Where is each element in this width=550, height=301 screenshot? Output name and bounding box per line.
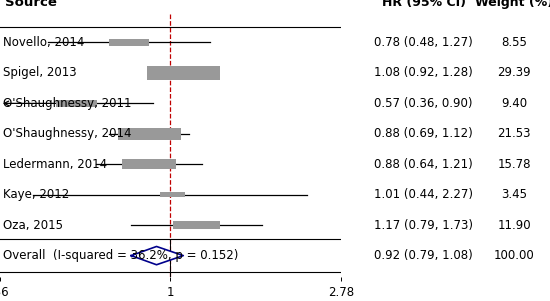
Polygon shape bbox=[131, 247, 183, 265]
Text: 100.00: 100.00 bbox=[494, 249, 535, 262]
Text: 1.17 (0.79, 1.73): 1.17 (0.79, 1.73) bbox=[374, 219, 473, 232]
FancyBboxPatch shape bbox=[122, 159, 176, 169]
Text: O'Shaughnessy, 2011: O'Shaughnessy, 2011 bbox=[3, 97, 131, 110]
FancyBboxPatch shape bbox=[146, 66, 220, 80]
Text: 0.88 (0.64, 1.21): 0.88 (0.64, 1.21) bbox=[374, 158, 473, 171]
Text: 0.92 (0.79, 1.08): 0.92 (0.79, 1.08) bbox=[374, 249, 473, 262]
FancyBboxPatch shape bbox=[109, 39, 149, 46]
Text: Novello, 2014: Novello, 2014 bbox=[3, 36, 84, 49]
Text: Source: Source bbox=[6, 0, 57, 9]
Text: 3.45: 3.45 bbox=[501, 188, 527, 201]
Text: 1.01 (0.44, 2.27): 1.01 (0.44, 2.27) bbox=[374, 188, 473, 201]
Text: 0.78 (0.48, 1.27): 0.78 (0.48, 1.27) bbox=[374, 36, 473, 49]
Text: Weight (%): Weight (%) bbox=[475, 0, 550, 9]
Text: 15.78: 15.78 bbox=[498, 158, 531, 171]
FancyBboxPatch shape bbox=[118, 128, 180, 140]
FancyBboxPatch shape bbox=[56, 100, 97, 107]
Text: 29.39: 29.39 bbox=[497, 67, 531, 79]
Text: Spigel, 2013: Spigel, 2013 bbox=[3, 67, 76, 79]
Text: Ledermann, 2014: Ledermann, 2014 bbox=[3, 158, 107, 171]
Text: 11.90: 11.90 bbox=[497, 219, 531, 232]
Text: 21.53: 21.53 bbox=[498, 127, 531, 140]
Text: 1.08 (0.92, 1.28): 1.08 (0.92, 1.28) bbox=[374, 67, 473, 79]
Text: Overall  (I-squared = 36.2%, p = 0.152): Overall (I-squared = 36.2%, p = 0.152) bbox=[3, 249, 238, 262]
Text: 0.88 (0.69, 1.12): 0.88 (0.69, 1.12) bbox=[374, 127, 473, 140]
FancyBboxPatch shape bbox=[173, 221, 220, 229]
Text: HR (95% CI): HR (95% CI) bbox=[382, 0, 465, 9]
Text: 0.57 (0.36, 0.90): 0.57 (0.36, 0.90) bbox=[374, 97, 473, 110]
Text: 9.40: 9.40 bbox=[501, 97, 527, 110]
FancyBboxPatch shape bbox=[160, 192, 185, 197]
Text: 8.55: 8.55 bbox=[501, 36, 527, 49]
Text: Oza, 2015: Oza, 2015 bbox=[3, 219, 63, 232]
Text: O'Shaughnessy, 2014: O'Shaughnessy, 2014 bbox=[3, 127, 131, 140]
Text: Kaye, 2012: Kaye, 2012 bbox=[3, 188, 69, 201]
